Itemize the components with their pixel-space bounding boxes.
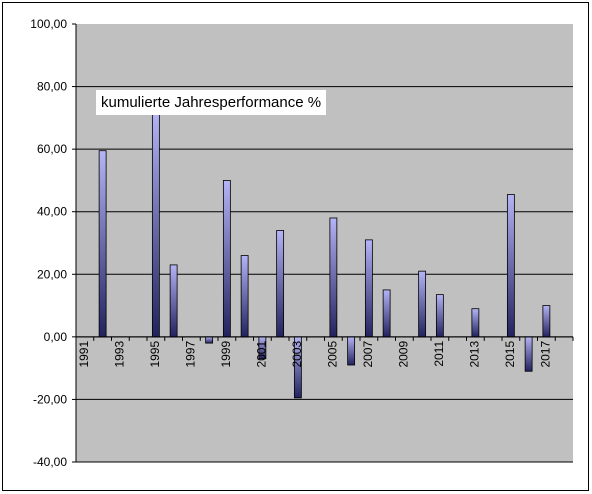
x-tick-label: 2001 [255,341,269,368]
x-tick-label: 1991 [77,341,91,368]
chart-title: kumulierte Jahresperformance % [96,90,327,115]
y-tick-label: -40,00 [33,455,67,469]
x-tick-label: 1993 [113,341,127,368]
bar [418,270,427,338]
x-tick-label: 1995 [148,341,162,368]
x-tick-label: 2005 [326,341,340,368]
bar [151,111,160,338]
x-tick-labels: 1991 1993 1995 1997 1999 2001 2003 2005 2007 2009… [77,341,553,368]
y-tick-label: -20,00 [33,392,67,406]
y-tick-label: 0,00 [44,330,68,344]
x-tick-label: 2007 [361,341,375,368]
y-tick-label: 60,00 [37,142,67,156]
bar [471,308,480,338]
bar [347,336,356,366]
x-tick-label: 2017 [539,341,553,368]
bar [542,305,551,338]
axes [72,23,574,463]
bar [506,194,515,338]
x-tick-label: 2015 [503,341,517,368]
y-tick-label: 100,00 [30,17,67,31]
y-tick-label: 40,00 [37,205,67,219]
bar [205,336,214,344]
bar [169,264,178,338]
y-tick-label: 80,00 [37,80,67,94]
x-tick-label: 2003 [290,341,304,368]
x-tick-label: 2011 [432,341,446,367]
x-tick-label: 1999 [219,341,233,368]
bar [435,294,444,338]
bar [364,239,373,338]
bar [222,180,231,338]
x-tick-label: 2009 [397,341,411,368]
bar [98,150,107,338]
x-tick-label: 1997 [184,341,198,368]
y-tick-labels: 100,00 80,00 60,00 40,00 20,00 0,00 -20,00 -40,… [30,17,67,469]
bar [382,289,391,338]
bar [524,336,533,372]
bar [276,230,285,338]
x-tick-label: 2013 [468,341,482,368]
bar [240,255,249,338]
bars [98,111,551,399]
bar [329,217,338,338]
y-tick-label: 20,00 [37,267,67,281]
